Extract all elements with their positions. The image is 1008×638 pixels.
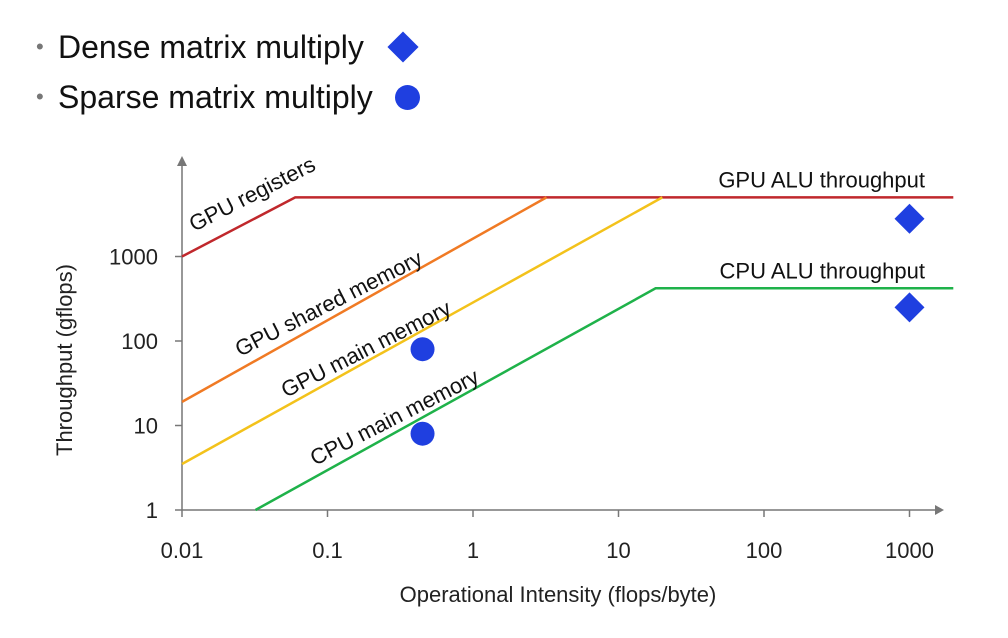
- legend-item-sparse: • Sparse matrix multiply: [36, 72, 420, 122]
- sparse-circle-marker: [410, 421, 435, 446]
- sparse-circle-marker: [410, 337, 435, 362]
- y-tick-label: 1000: [109, 245, 158, 270]
- x-axis-arrow-icon: [935, 505, 944, 515]
- gpu-shared-memory-line: [181, 196, 548, 403]
- y-tick-label: 100: [121, 329, 158, 354]
- x-tick-label: 10: [606, 538, 630, 563]
- cpu-alu-throughput-label: CPU ALU throughput: [720, 258, 925, 283]
- circle-icon: [394, 84, 420, 110]
- gpu-alu-throughput-label: GPU ALU throughput: [718, 167, 925, 192]
- legend-label-sparse: Sparse matrix multiply: [58, 78, 373, 115]
- gpu-main-memory-line: [181, 196, 663, 466]
- bullet-icon: •: [36, 34, 44, 59]
- y-axis-arrow-icon: [177, 156, 187, 166]
- legend-label-dense: Dense matrix multiply: [58, 28, 364, 65]
- y-axis-title: Throughput (gflops): [52, 264, 77, 456]
- y-tick-label: 10: [134, 414, 158, 439]
- gpu-registers-label: GPU registers: [185, 151, 319, 236]
- legend: • Dense matrix multiply • Sparse matrix …: [36, 22, 420, 122]
- gpu-registers-line: [181, 196, 954, 258]
- x-tick-label: 100: [746, 538, 783, 563]
- dense-diamond-marker: [894, 292, 925, 323]
- x-tick-label: 0.1: [312, 538, 343, 563]
- dense-diamond-marker: [894, 203, 925, 234]
- bullet-icon: •: [36, 84, 44, 109]
- y-tick-label: 1: [146, 498, 158, 523]
- cpu-main-memory-line: [254, 287, 954, 512]
- x-axis-title: Operational Intensity (flops/byte): [400, 582, 717, 607]
- x-tick-label: 1000: [885, 538, 934, 563]
- legend-item-dense: • Dense matrix multiply: [36, 22, 420, 72]
- x-tick-label: 1: [467, 538, 479, 563]
- x-tick-label: 0.01: [161, 538, 204, 563]
